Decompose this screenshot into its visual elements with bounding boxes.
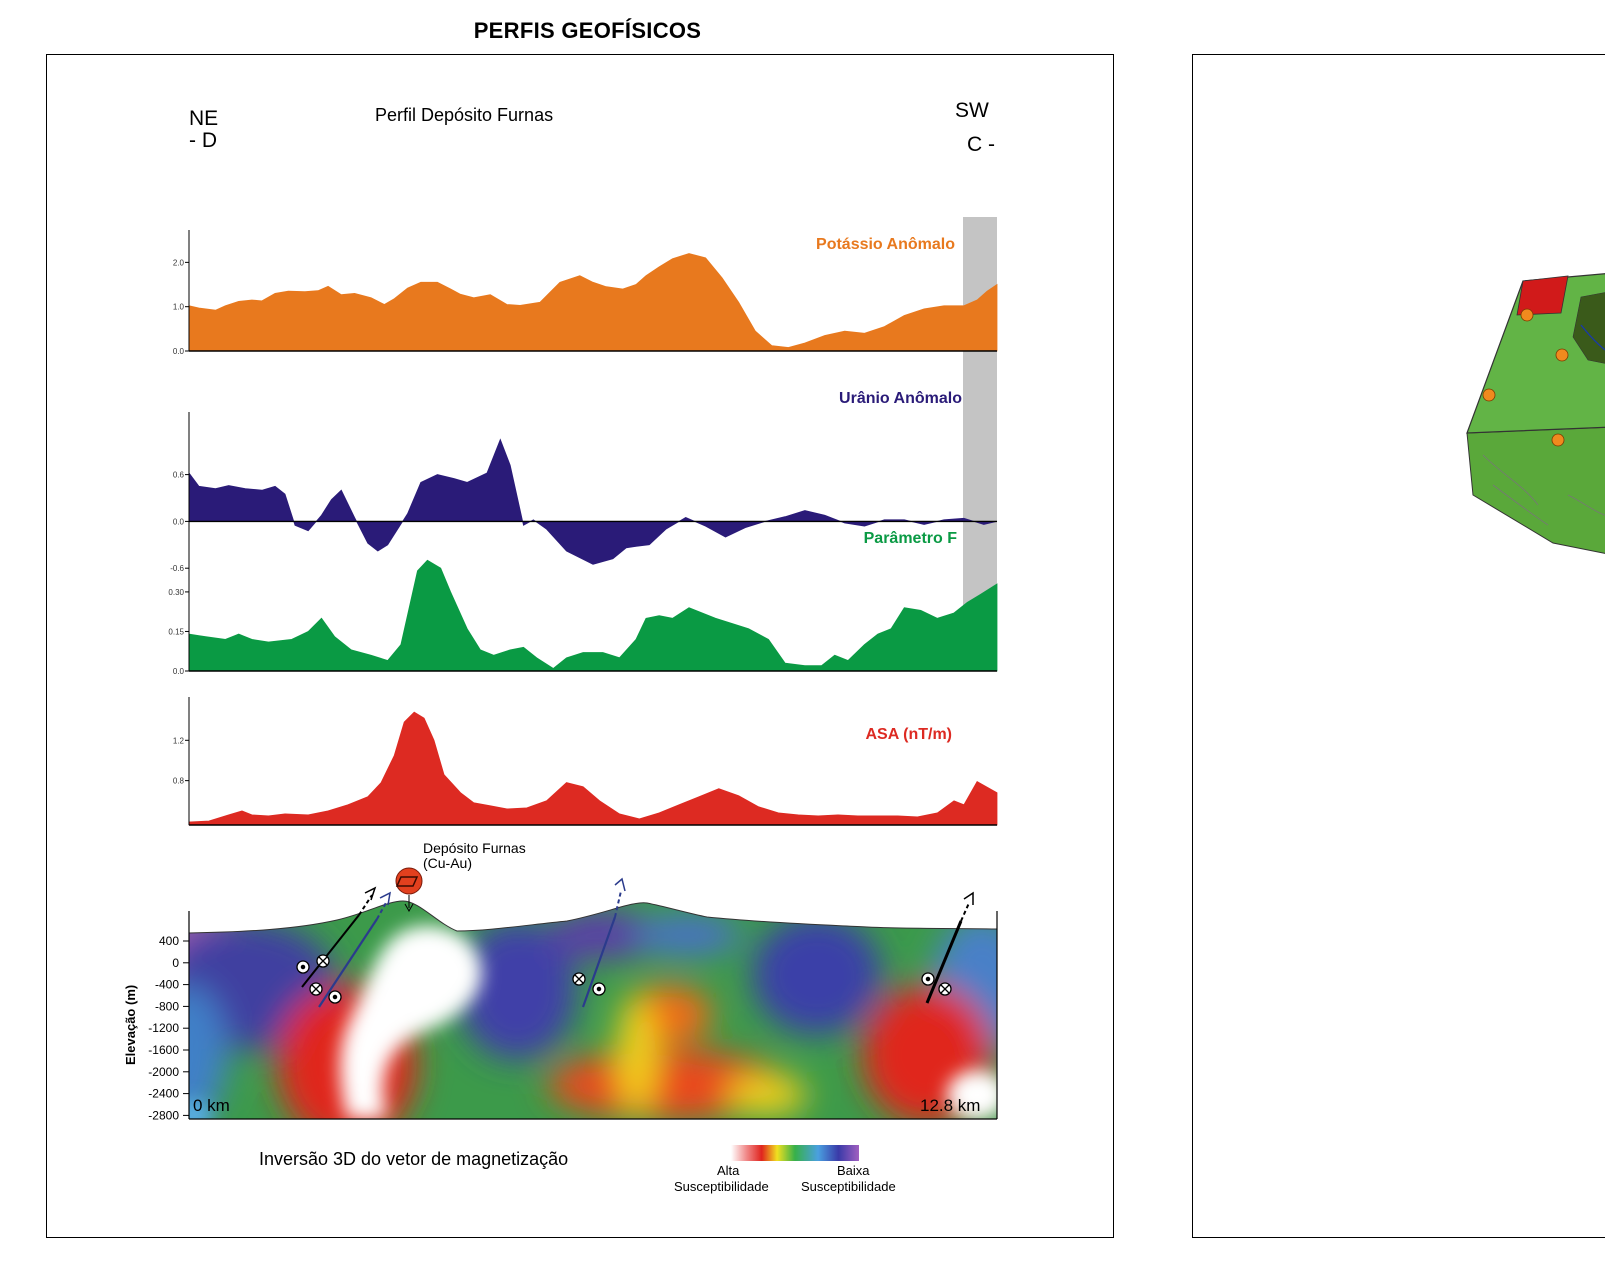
section-title: Inversão 3D do vetor de magnetização: [259, 1149, 568, 1169]
elevation-axis: 400 0 -400 -800 -1200 -1600 -2000 -2400 -2800: [148, 934, 189, 1122]
profile-right-point: C -: [967, 133, 995, 156]
elevation-tick-label: -800: [155, 999, 179, 1013]
legend-high-label: Alta: [717, 1163, 740, 1178]
elevation-tick-label: -400: [155, 978, 179, 992]
asa-area: [188, 711, 998, 826]
susceptibility-field: [189, 901, 997, 1119]
uranium-area: [188, 438, 998, 565]
fparam-tick-label: 0.0: [173, 667, 185, 676]
occurrence-symbols: [1482, 308, 1569, 447]
uranium-tick-label: -0.6: [170, 564, 184, 573]
deposit-label: Depósito Furnas: [423, 840, 526, 856]
uranium-chart: -0.6 0.0 0.6 Urânio Anômalo: [170, 390, 998, 576]
uranium-tick-label: 0.0: [173, 517, 185, 526]
legend-high-sublabel: Susceptibilidade: [674, 1179, 769, 1194]
fparam-area: [188, 559, 998, 672]
geological-map-panel: [1192, 54, 1605, 1238]
potassium-tick-label: 0.0: [173, 347, 185, 356]
legend-low-sublabel: Susceptibilidade: [801, 1179, 896, 1194]
elevation-tick-label: 0: [172, 956, 179, 970]
fault-line-black-1: [301, 914, 360, 988]
fault-line-blue-2: [581, 916, 617, 1008]
page-title: PERFIS GEOFÍSICOS: [473, 18, 702, 43]
geological-block-diagram: [1466, 273, 1605, 554]
dark-unit: [1572, 292, 1605, 364]
asa-tick-label: 0.8: [173, 777, 185, 786]
deposit-commodity-label: (Cu-Au): [423, 855, 472, 871]
block-side-face: [1466, 426, 1605, 554]
profile-left-direction: NE: [189, 107, 218, 130]
red-unit: [1516, 275, 1569, 316]
fparam-chart: 0.0 0.15 0.30 Parâmetro F: [168, 530, 998, 676]
potassium-chart-title: Potássio Anômalo: [816, 236, 955, 253]
elevation-tick-label: -2000: [148, 1065, 179, 1079]
asa-chart: 0.8 1.2 ASA (nT/m): [173, 697, 998, 826]
elevation-tick-label: 400: [159, 934, 179, 948]
potassium-chart: 0.0 1.0 2.0 Potássio Anômalo: [173, 230, 998, 356]
fault-line-blue-1: [318, 918, 378, 1008]
uranium-chart-title: Urânio Anômalo: [839, 390, 962, 407]
potassium-tick-label: 1.0: [173, 303, 185, 312]
susceptibility-colorbar: [731, 1145, 859, 1161]
elevation-axis-label: Elevação (m): [123, 985, 138, 1065]
fparam-chart-title: Parâmetro F: [864, 530, 958, 547]
geophysical-profile-panel: NE - D Perfil Depósito Furnas SW C - 0.0…: [46, 54, 1114, 1238]
fault-structures: [301, 877, 974, 1008]
profile-left-point: - D: [189, 129, 217, 152]
asa-chart-title: ASA (nT/m): [865, 726, 952, 743]
elevation-tick-label: -1600: [148, 1043, 179, 1057]
asa-tick-label: 1.2: [173, 736, 185, 745]
elevation-tick-label: -2400: [148, 1087, 179, 1101]
fault-line-black-2: [925, 920, 963, 1004]
potassium-area: [188, 253, 998, 352]
fparam-tick-label: 0.30: [168, 588, 184, 597]
profile-title: Perfil Depósito Furnas: [375, 105, 553, 125]
deposit-marker-icon: [395, 867, 423, 913]
elevation-tick-label: -2800: [148, 1108, 179, 1122]
potassium-tick-label: 2.0: [173, 258, 185, 267]
section-end-label: 12.8 km: [920, 1096, 980, 1115]
uranium-tick-label: 0.6: [173, 471, 185, 480]
legend-low-label: Baixa: [837, 1163, 870, 1178]
profile-right-direction: SW: [955, 99, 989, 122]
profile-figure: NE - D Perfil Depósito Furnas SW C - 0.0…: [123, 99, 998, 1194]
block-top-face: [1466, 273, 1605, 434]
section-start-label: 0 km: [193, 1096, 230, 1115]
magnetization-section: 400 0 -400 -800 -1200 -1600 -2000 -2400 -2800 El…: [123, 840, 998, 1122]
fparam-tick-label: 0.15: [168, 627, 184, 636]
movement-symbols: [296, 954, 952, 1004]
elevation-tick-label: -1200: [148, 1021, 179, 1035]
chart-stack: 0.0 1.0 2.0 Potássio Anômalo -0.6 0.0 0.6 Urâni…: [168, 230, 998, 826]
